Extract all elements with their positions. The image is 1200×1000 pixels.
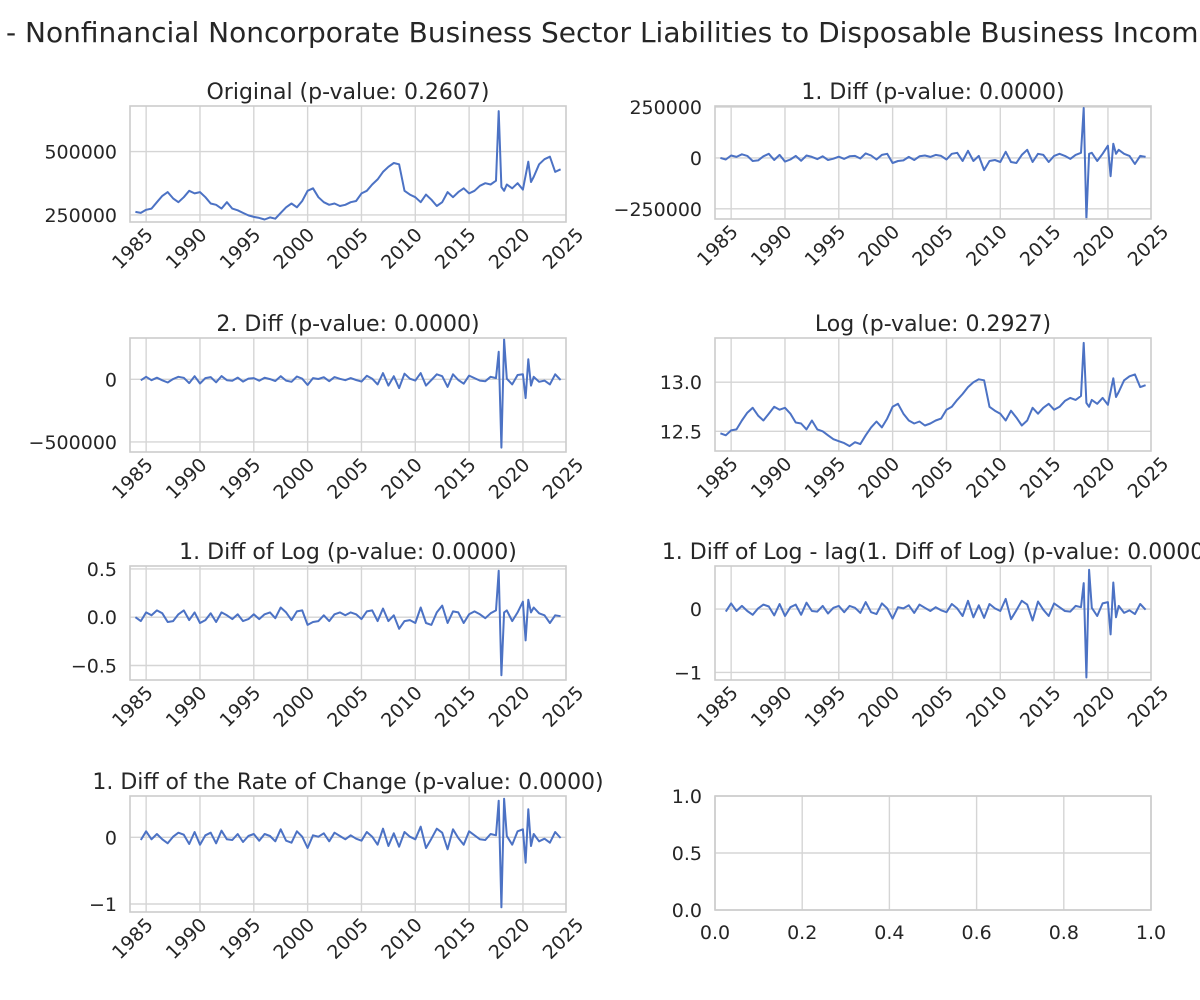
series-line (140, 338, 562, 449)
axes-frame (714, 565, 1152, 681)
y-tick-label: −0.5 (71, 656, 117, 678)
panel-title: Log (p-value: 0.2927) (815, 312, 1051, 337)
series-line (720, 341, 1146, 448)
y-tick-label: 0.0 (672, 900, 702, 922)
x-tick-label: 0.4 (874, 922, 904, 944)
plot-area (715, 106, 1151, 219)
y-tick-label: 0 (105, 369, 117, 391)
y-tick-label: −500000 (29, 432, 117, 454)
plot-area (130, 566, 566, 680)
x-tick-label: 0.8 (1049, 922, 1079, 944)
panel-title: 1. Diff of the Rate of Change (p-value: … (92, 770, 603, 795)
panel-title: 1. Diff of Log (p-value: 0.0000) (179, 540, 517, 565)
y-tick-label: 250000 (629, 97, 702, 119)
series-line (135, 110, 562, 221)
series-line (134, 569, 561, 677)
panel-empty: 0.0 0.2 0.4 0.6 0.8 1.0 0.0 0.5 1.0 (672, 786, 1166, 944)
x-tick-label: 1.0 (1136, 922, 1166, 944)
plot-area (715, 566, 1151, 680)
axes-frame (129, 795, 567, 913)
y-tick-label: −1 (674, 662, 702, 684)
plot-area (130, 338, 566, 452)
axes-frame (714, 337, 1152, 452)
axes-frame (129, 337, 567, 453)
y-tick-label: 1.0 (672, 786, 702, 808)
axes-frame (714, 105, 1152, 220)
axes-frame (129, 105, 567, 223)
panel-title: 1. Diff (p-value: 0.0000) (801, 80, 1064, 105)
y-tick-label: −1 (89, 894, 117, 916)
panel-title: 2. Diff (p-value: 0.0000) (216, 312, 479, 337)
panel-title: Original (p-value: 0.2607) (206, 80, 489, 105)
y-tick-label: 0 (105, 827, 117, 849)
x-tick-label: 0.6 (961, 922, 991, 944)
y-tick-label: 13.0 (660, 372, 702, 394)
series-line (724, 568, 1147, 679)
y-tick-label: 0.5 (672, 843, 702, 865)
series-line (720, 107, 1146, 220)
axes-frame (129, 565, 567, 681)
plot-area (130, 796, 566, 912)
series-line (139, 797, 562, 909)
panel-title: 1. Diff of Log - lag(1. Diff of Log) (p-… (662, 540, 1200, 565)
axes-frame (714, 795, 1152, 911)
plot-area (715, 338, 1151, 451)
y-tick-label: 0.5 (87, 559, 117, 581)
y-tick-label: 250000 (44, 205, 117, 227)
figure-suptitle: - Nonfinancial Noncorporate Business Sec… (6, 16, 1200, 49)
y-tick-label: 0 (690, 148, 702, 170)
x-tick-label: 0.2 (787, 922, 817, 944)
y-tick-label: 12.5 (660, 421, 702, 443)
y-tick-label: 0.0 (87, 607, 117, 629)
y-tick-label: −250000 (614, 199, 702, 221)
y-tick-label: 500000 (44, 142, 117, 164)
y-tick-label: 0 (690, 599, 702, 621)
x-tick-label: 0.0 (700, 922, 730, 944)
